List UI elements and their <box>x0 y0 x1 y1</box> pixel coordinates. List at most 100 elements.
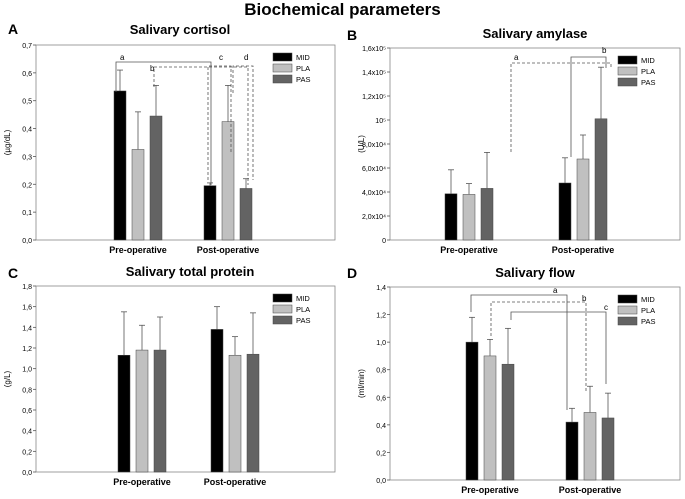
panel-d-ytick-label: 0,6 <box>376 395 386 402</box>
panel-c-bar-mid <box>210 329 224 473</box>
panel-b-bracket-1 <box>510 62 612 152</box>
panel-b-ytick-label: 10⁵ <box>375 118 386 125</box>
panel-d-annotation-label: c <box>604 303 608 312</box>
panel-d-bar-pas <box>601 417 615 481</box>
panel-a-bracket-3 <box>207 65 232 180</box>
panel-b-category-label: Pre-operative <box>440 245 498 255</box>
panel-d-ytick-label: 1,0 <box>376 340 386 347</box>
panel-c-legend-label-pas: PAS <box>296 316 310 325</box>
panel-d-legend-swatch-pla <box>617 305 638 315</box>
panel-b-bar-pla <box>576 158 590 241</box>
panel-c-legend-label-mid: MID <box>296 294 310 303</box>
panel-b-legend-swatch-pas <box>617 77 638 87</box>
panel-c-letter: C <box>8 265 18 281</box>
panel-b-legend-swatch-mid <box>617 55 638 65</box>
panel-d-bar-mid <box>565 421 579 481</box>
panel-a-bar-pla <box>221 121 235 241</box>
panel-c-category-label: Pre-operative <box>113 477 171 487</box>
panel-a-bar-pas <box>239 188 253 241</box>
panel-d-bar-pla <box>583 412 597 481</box>
panel-a-bar-mid <box>113 90 127 241</box>
panel-a-ytick-label: 0,4 <box>22 127 32 134</box>
panel-a-bar-pas <box>149 115 163 241</box>
panel-c-ytick-label: 1,2 <box>22 346 32 353</box>
panel-b-ytick-label: 6,0x10⁴ <box>362 166 386 173</box>
panel-b-ylabel: (U/L) <box>357 135 366 153</box>
panel-d-ytick-label: 0,2 <box>376 450 386 457</box>
panel-a-bracket-2 <box>153 66 249 185</box>
panel-a-ytick-label: 0,7 <box>22 43 32 50</box>
panel-a-annotation-label: d <box>244 53 248 62</box>
panel-b-letter: B <box>347 27 357 43</box>
panel-c-ytick-label: 0,2 <box>22 449 32 456</box>
panel-c-ytick-label: 0,4 <box>22 429 32 436</box>
panel-a-ytick-label: 0,2 <box>22 182 32 189</box>
panel-a-ytick-label: 0,3 <box>22 154 32 161</box>
panel-a-title: Salivary cortisol <box>130 22 230 37</box>
panel-c-bar-pla <box>135 349 149 473</box>
panel-d-bar-pas <box>501 363 515 481</box>
panel-a-legend-label-mid: MID <box>296 53 310 62</box>
panel-a-legend-swatch-pla <box>272 63 293 73</box>
panel-a-bar-pla <box>131 149 145 241</box>
panel-a-ytick-label: 0,6 <box>22 71 32 78</box>
panel-d-legend-label-mid: MID <box>641 295 655 304</box>
panel-b-ytick-label: 0 <box>382 238 386 245</box>
panel-b-bar-pas <box>594 118 608 241</box>
panel-a-category-label: Pre-operative <box>109 245 167 255</box>
panel-c-ylabel: (g/L) <box>3 370 12 387</box>
panel-a-annotation-label: c <box>219 53 223 62</box>
panel-d-legend-label-pla: PLA <box>641 306 655 315</box>
panel-d-bracket-1 <box>470 294 568 410</box>
panel-b-ytick-label: 2,0x10⁴ <box>362 214 386 221</box>
panel-d-legend-swatch-mid <box>617 294 638 304</box>
panel-d-bracket-2 <box>490 301 587 393</box>
panel-c-ytick-label: 1,0 <box>22 367 32 374</box>
panel-c-ytick-label: 1,8 <box>22 284 32 291</box>
panel-d-bar-mid <box>465 341 479 481</box>
panel-b-ytick-label: 1,6x10⁵ <box>362 46 386 53</box>
panel-d-ytick-label: 0,0 <box>376 478 386 485</box>
panel-a-bracket-1 <box>115 61 212 185</box>
panel-a-legend-label-pas: PAS <box>296 75 310 84</box>
panel-c-ytick-label: 0,6 <box>22 408 32 415</box>
panel-c-legend-swatch-mid <box>272 293 293 303</box>
panel-d-ytick-label: 1,2 <box>376 313 386 320</box>
panel-a-bracket-4 <box>232 65 254 180</box>
panel-d-annotation-label: b <box>582 294 587 303</box>
panel-d-ylabel: (ml/min) <box>357 369 366 398</box>
panel-b-ytick-label: 1,2x10⁵ <box>362 94 386 101</box>
panel-c-title: Salivary total protein <box>126 264 255 279</box>
panel-a-ytick-label: 0,0 <box>22 238 32 245</box>
panel-c-ytick-label: 1,6 <box>22 305 32 312</box>
panel-b-bar-pla <box>462 194 476 241</box>
panel-c-frame <box>35 285 336 473</box>
panel-a-frame <box>35 44 336 241</box>
panel-c-ytick-label: 0,0 <box>22 470 32 477</box>
panel-d-bar-pla <box>483 355 497 481</box>
panel-b-legend-label-pas: PAS <box>641 78 655 87</box>
panel-d-category-label: Post-operative <box>559 485 622 495</box>
panel-a-letter: A <box>8 21 18 37</box>
panel-b-bar-mid <box>444 193 458 241</box>
panel-a-legend-swatch-pas <box>272 74 293 84</box>
panel-c-ytick-label: 1,4 <box>22 325 32 332</box>
panel-b-frame <box>389 47 681 241</box>
panel-c-legend-swatch-pas <box>272 315 293 325</box>
figure-title: Biochemical parameters <box>244 0 441 19</box>
panel-b-title: Salivary amylase <box>483 26 588 41</box>
panel-b-ytick-label: 1,4x10⁵ <box>362 70 386 77</box>
panel-a-category-label: Post-operative <box>197 245 260 255</box>
panel-d-legend-label-pas: PAS <box>641 317 655 326</box>
panel-d-bracket-3 <box>510 311 607 384</box>
panel-d-ytick-label: 0,8 <box>376 368 386 375</box>
panel-b-category-label: Post-operative <box>552 245 615 255</box>
panel-c-legend-swatch-pla <box>272 304 293 314</box>
panel-a-legend-swatch-mid <box>272 52 293 62</box>
panel-a-bar-mid <box>203 185 217 241</box>
panel-b-legend-label-pla: PLA <box>641 67 655 76</box>
panel-d-ytick-label: 0,4 <box>376 423 386 430</box>
panel-c-bar-pas <box>246 353 260 473</box>
panel-a-ylabel: (µg/dL) <box>3 129 12 155</box>
